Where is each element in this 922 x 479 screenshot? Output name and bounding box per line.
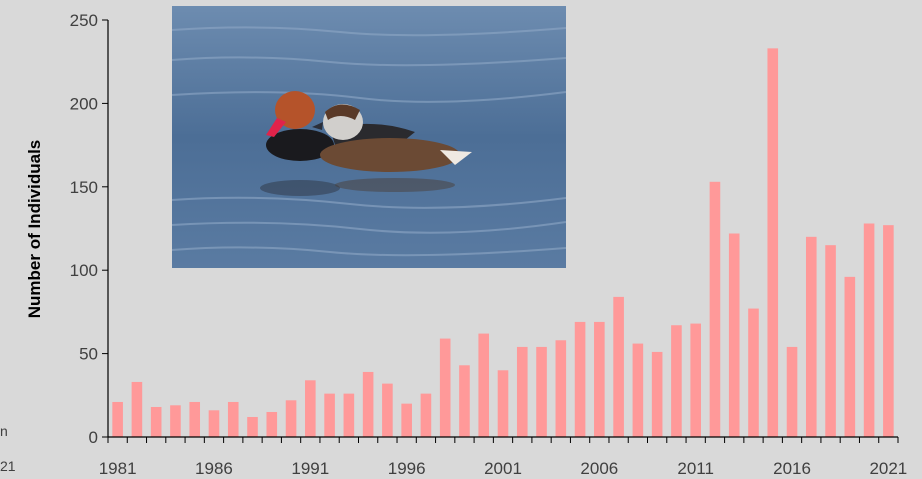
bar-1997 <box>420 393 432 437</box>
bar-2015 <box>767 48 779 438</box>
bar-1996 <box>401 403 412 437</box>
clipped-label-fragment: n <box>0 423 8 439</box>
bar-2003 <box>536 346 547 437</box>
x-tick-label: 1981 <box>99 459 137 478</box>
bar-2017 <box>805 236 817 437</box>
x-tick-label: 1996 <box>388 459 426 478</box>
bar-2002 <box>516 346 528 437</box>
x-tick-label: 2001 <box>484 459 522 478</box>
bar-2008 <box>632 343 644 437</box>
bar-1998 <box>439 338 451 437</box>
bar-series <box>112 48 894 438</box>
bar-1994 <box>362 371 374 437</box>
x-tick-label: 1986 <box>195 459 233 478</box>
bar-2000 <box>478 333 490 437</box>
bar-2005 <box>574 321 586 437</box>
bar-2016 <box>786 346 798 437</box>
bar-1991 <box>305 380 316 437</box>
x-tick-label: 2006 <box>580 459 618 478</box>
bar-1989 <box>266 411 278 437</box>
water-ripples <box>172 26 566 257</box>
bar-1988 <box>247 416 258 437</box>
bar-2013 <box>728 233 740 437</box>
x-tick-label: 2011 <box>677 459 714 478</box>
bar-2021 <box>883 225 894 437</box>
hen-duck <box>312 104 472 172</box>
clipped-label-fragment: 21 <box>0 458 16 474</box>
bar-1986 <box>208 410 220 437</box>
reflection <box>335 178 455 192</box>
bar-1995 <box>382 383 393 437</box>
bar-1982 <box>131 381 143 437</box>
bar-2009 <box>651 351 663 437</box>
bar-2012 <box>709 181 721 437</box>
bar-1999 <box>459 365 470 437</box>
x-tick-label: 1991 <box>291 459 329 478</box>
bar-1985 <box>189 401 201 437</box>
bar-1993 <box>343 393 355 437</box>
bar-1981 <box>112 401 123 437</box>
axes: 0 50 100 150 200 250 1981 1986 1991 1996 2001 2006… <box>70 11 908 478</box>
reflection <box>260 180 340 196</box>
bar-2004 <box>555 340 567 437</box>
bar-2007 <box>613 296 624 437</box>
bar-1984 <box>170 405 181 437</box>
bar-1992 <box>324 393 335 437</box>
x-tick-label: 2021 <box>869 459 907 478</box>
bar-2010 <box>671 325 682 437</box>
y-tick-label: 200 <box>70 94 98 113</box>
bar-2014 <box>748 308 759 437</box>
bar-2011 <box>690 323 701 437</box>
duck-photo <box>172 6 566 268</box>
bar-2001 <box>497 370 509 437</box>
bar-1983 <box>150 406 162 437</box>
y-axis-title: Number of Individuals <box>25 140 44 319</box>
bar-1987 <box>227 401 239 437</box>
bar-2020 <box>863 223 875 437</box>
bar-2006 <box>594 321 605 437</box>
y-ticks: 0 50 100 150 200 250 <box>70 11 108 447</box>
x-tick-label: 2016 <box>773 459 811 478</box>
bar-1990 <box>285 400 297 437</box>
y-tick-label: 50 <box>79 345 98 364</box>
y-tick-label: 250 <box>70 11 98 30</box>
x-ticks: 1981 1986 1991 1996 2001 2006 2011 2016 2021 <box>99 437 907 478</box>
bar-2019 <box>844 276 856 437</box>
y-tick-label: 0 <box>89 428 98 447</box>
y-tick-label: 150 <box>70 178 98 197</box>
y-tick-label: 100 <box>70 261 98 280</box>
bar-2018 <box>825 245 836 437</box>
